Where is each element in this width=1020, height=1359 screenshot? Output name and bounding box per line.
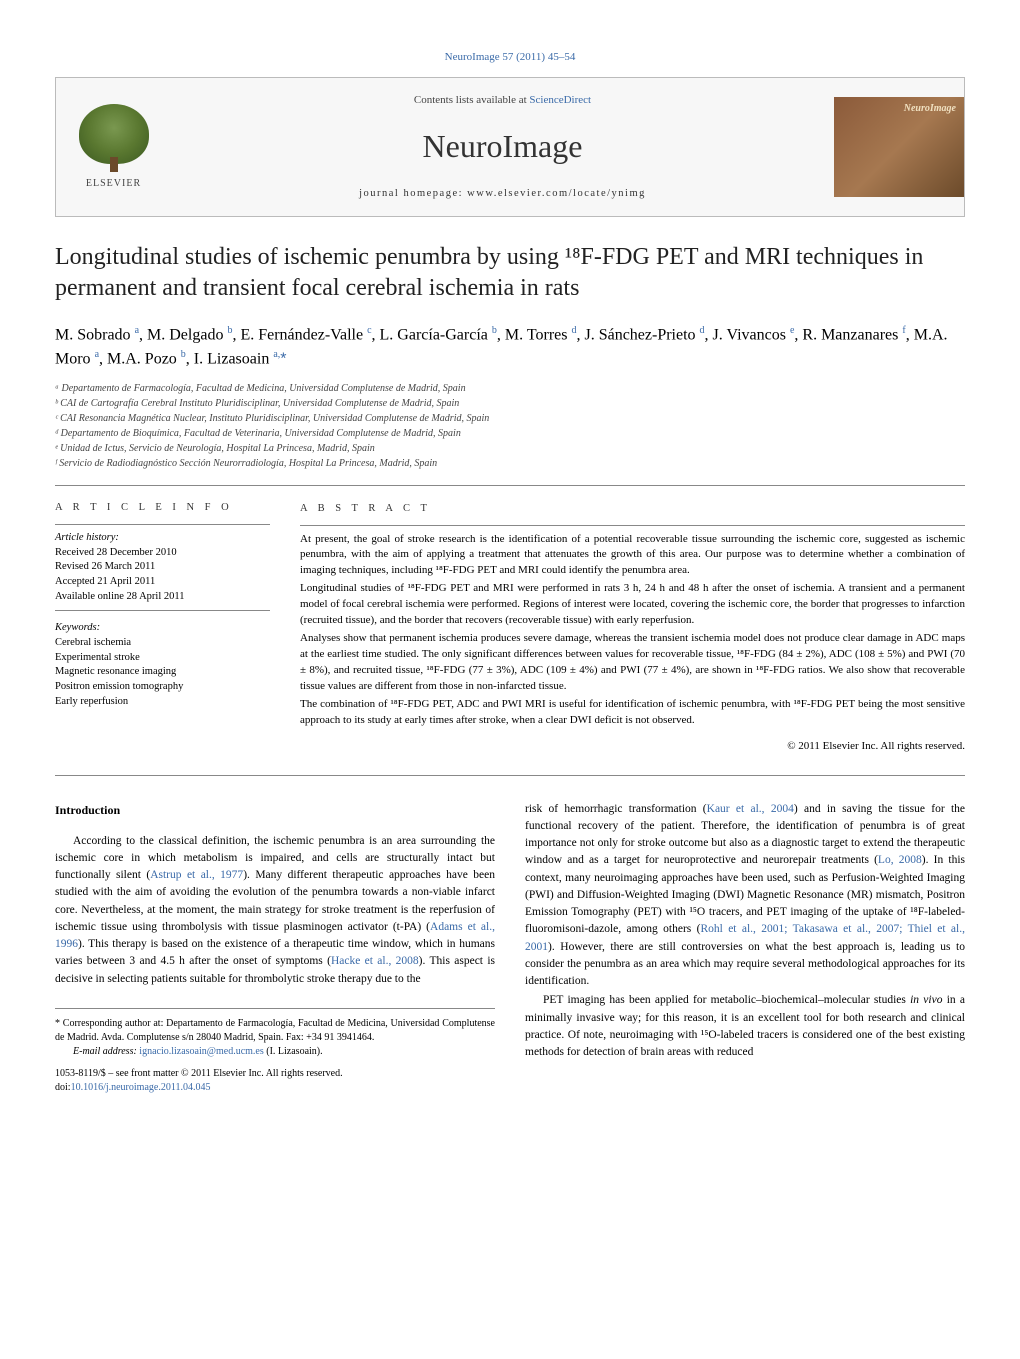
keyword: Cerebral ischemia <box>55 636 270 651</box>
authors-list: M. Sobrado a, M. Delgado b, E. Fernández… <box>55 323 965 372</box>
publisher-logo-block: ELSEVIER <box>56 94 171 201</box>
article-title: Longitudinal studies of ischemic penumbr… <box>55 242 965 304</box>
online-date: Available online 28 April 2011 <box>55 590 270 605</box>
body-column-left: Introduction According to the classical … <box>55 801 495 1095</box>
affiliation-line: ᵇ CAI de Cartografía Cerebral Instituto … <box>55 396 965 411</box>
keyword: Early reperfusion <box>55 695 270 710</box>
body-para-continued: risk of hemorrhagic transformation (Kaur… <box>525 801 965 991</box>
email-link[interactable]: ignacio.lizasoain@med.ucm.es <box>139 1046 263 1057</box>
abstract-heading: A B S T R A C T <box>300 501 965 516</box>
email-line: E-mail address: ignacio.lizasoain@med.uc… <box>55 1045 495 1059</box>
journal-homepage: journal homepage: www.elsevier.com/locat… <box>186 187 819 202</box>
abstract-para-2: Longitudinal studies of ¹⁸F-FDG PET and … <box>300 581 965 629</box>
contents-available-line: Contents lists available at ScienceDirec… <box>186 93 819 108</box>
affiliation-line: ᵈ Departamento de Bioquímica, Facultad d… <box>55 426 965 441</box>
accepted-date: Accepted 21 April 2011 <box>55 575 270 590</box>
citation-link[interactable]: Hacke et al., 2008 <box>331 955 419 967</box>
affiliation-line: ᶜ CAI Resonancia Magnética Nuclear, Inst… <box>55 411 965 426</box>
divider <box>300 525 965 526</box>
keywords-label: Keywords: <box>55 621 270 636</box>
received-date: Received 28 December 2010 <box>55 546 270 561</box>
affiliation-line: ᵃ Departamento de Farmacología, Facultad… <box>55 381 965 396</box>
revised-date: Revised 26 March 2011 <box>55 560 270 575</box>
doi-line: doi:10.1016/j.neuroimage.2011.04.045 <box>55 1081 495 1095</box>
divider <box>55 775 965 776</box>
divider <box>55 610 270 611</box>
introduction-heading: Introduction <box>55 801 495 819</box>
abstract-copyright: © 2011 Elsevier Inc. All rights reserved… <box>300 739 965 755</box>
keyword: Experimental stroke <box>55 651 270 666</box>
citation-link[interactable]: Astrup et al., 1977 <box>150 869 243 881</box>
journal-reference: NeuroImage 57 (2011) 45–54 <box>55 50 965 65</box>
article-info-heading: A R T I C L E I N F O <box>55 501 270 516</box>
publisher-name: ELSEVIER <box>86 177 141 191</box>
citation-link[interactable]: Kaur et al., 2004 <box>707 803 794 815</box>
journal-cover-thumbnail <box>834 97 964 197</box>
article-info-box: A R T I C L E I N F O Article history: R… <box>55 501 270 756</box>
affiliation-line: ᵉ Unidad de Ictus, Servicio de Neurologí… <box>55 441 965 456</box>
divider <box>55 524 270 525</box>
contents-text: Contents lists available at <box>414 94 529 106</box>
issn-line: 1053-8119/$ – see front matter © 2011 El… <box>55 1067 495 1081</box>
body-column-right: risk of hemorrhagic transformation (Kaur… <box>525 801 965 1095</box>
intro-para-1: According to the classical definition, t… <box>55 833 495 988</box>
abstract-para-1: At present, the goal of stroke research … <box>300 532 965 580</box>
corresponding-author-note: * Corresponding author at: Departamento … <box>55 1017 495 1045</box>
abstract-para-3: Analyses show that permanent ischemia pr… <box>300 631 965 695</box>
journal-name: NeuroImage <box>186 124 819 169</box>
body-para-2: PET imaging has been applied for metabol… <box>525 992 965 1061</box>
abstract-para-4: The combination of ¹⁸F-FDG PET, ADC and … <box>300 697 965 729</box>
journal-banner: ELSEVIER Contents lists available at Sci… <box>55 77 965 217</box>
history-label: Article history: <box>55 531 270 546</box>
abstract-box: A B S T R A C T At present, the goal of … <box>300 501 965 756</box>
doi-link[interactable]: 10.1016/j.neuroimage.2011.04.045 <box>71 1082 211 1093</box>
affiliations-list: ᵃ Departamento de Farmacología, Facultad… <box>55 381 965 471</box>
banner-center: Contents lists available at ScienceDirec… <box>171 78 834 216</box>
sciencedirect-link[interactable]: ScienceDirect <box>529 94 591 106</box>
elsevier-tree-icon <box>79 104 149 164</box>
divider <box>55 485 965 486</box>
keyword: Positron emission tomography <box>55 680 270 695</box>
citation-link[interactable]: Lo, 2008 <box>878 854 922 866</box>
keywords-list: Cerebral ischemiaExperimental strokeMagn… <box>55 636 270 709</box>
footnotes-block: * Corresponding author at: Departamento … <box>55 1008 495 1095</box>
keyword: Magnetic resonance imaging <box>55 665 270 680</box>
affiliation-line: ᶠ Servicio de Radiodiagnóstico Sección N… <box>55 456 965 471</box>
